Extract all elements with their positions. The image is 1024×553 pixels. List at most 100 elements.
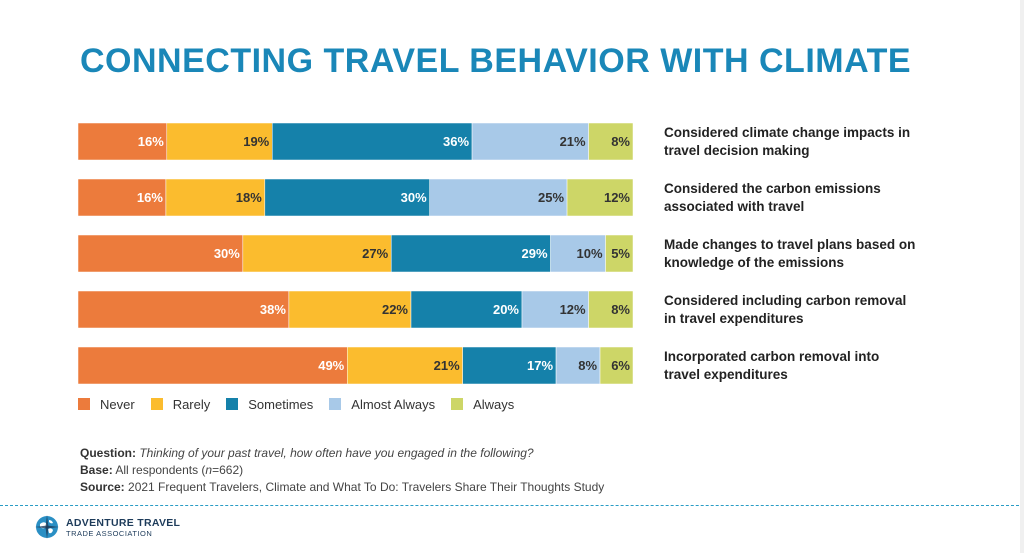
legend-swatch <box>78 398 90 410</box>
data-label: 8% <box>611 302 630 317</box>
bar-segment-sometimes <box>410 290 523 329</box>
category-label: Made changes to travel plans based on kno… <box>664 236 964 272</box>
legend-swatch <box>451 398 464 410</box>
data-label: 5% <box>611 246 630 261</box>
category-label: Considered the carbon emissions associate… <box>664 180 964 216</box>
source-label: Source: <box>80 480 125 494</box>
category-label-line: travel decision making <box>664 143 810 158</box>
category-label-line: Made changes to travel plans based on <box>664 237 916 252</box>
category-label-line: knowledge of the emissions <box>664 255 845 270</box>
legend-item: Always <box>451 397 514 412</box>
category-label: Considered climate change impacts in trav… <box>664 124 964 160</box>
category-label-line: Incorporated carbon removal into <box>664 349 880 364</box>
data-label: 38% <box>260 302 286 317</box>
data-label: 8% <box>611 134 630 149</box>
bar-segment-always <box>566 178 634 217</box>
category-label-line: associated with travel <box>664 199 805 214</box>
data-label: 8% <box>578 358 597 373</box>
bar-segment-rarely <box>165 178 266 217</box>
category-label-line: Considered including carbon removal <box>664 293 907 308</box>
data-label: 20% <box>493 302 519 317</box>
legend-item: Rarely <box>150 396 211 412</box>
legend-label: Always <box>473 396 515 412</box>
data-label: 30% <box>401 190 427 205</box>
page-edge <box>1020 0 1024 553</box>
bar-segment-sometimes <box>462 346 557 385</box>
category-label-line: Considered climate change impacts in <box>664 125 911 140</box>
legend-item: Almost Always <box>329 397 435 412</box>
bar-segment-always <box>599 346 634 385</box>
bar-segment-rarely <box>288 290 412 329</box>
question-label: Question: <box>80 446 136 460</box>
legend-swatch <box>150 398 163 410</box>
bar-segment-almost-always <box>429 178 568 217</box>
legend: Never Rarely Sometimes Almost Always Always <box>78 396 530 412</box>
bar-segment-never <box>77 346 348 385</box>
bar-segment-almost-always <box>550 234 606 273</box>
logo-subtitle: TRADE ASSOCIATION <box>66 528 153 538</box>
legend-item: Sometimes <box>226 397 313 412</box>
bar-segment-never <box>77 178 167 217</box>
base-n: n <box>205 463 213 477</box>
data-label: 12% <box>604 190 630 205</box>
bar-segment-rarely <box>166 122 273 161</box>
bar-segment-always <box>588 290 634 329</box>
logo-name: ADVENTURE TRAVEL <box>66 516 181 529</box>
data-label: 6% <box>611 358 630 373</box>
data-label: 21% <box>560 134 586 149</box>
data-label: 10% <box>576 246 602 261</box>
data-label: 49% <box>318 358 344 373</box>
base-note: Base: All respondents (n=662) <box>80 462 604 479</box>
data-label: 36% <box>443 134 469 149</box>
data-label: 21% <box>434 358 460 373</box>
bar-segment-rarely <box>347 346 463 385</box>
legend-label: Sometimes <box>248 396 314 412</box>
base-label: Base: <box>80 463 113 477</box>
bar-segment-rarely <box>242 234 392 273</box>
bar-segment-almost-always <box>555 346 601 385</box>
bar-segment-sometimes <box>390 234 551 273</box>
globe-compass-icon <box>35 515 59 539</box>
data-label: 22% <box>382 302 408 317</box>
data-label: 29% <box>522 246 548 261</box>
legend-item: Never <box>78 397 135 412</box>
dashed-divider <box>0 505 1024 506</box>
data-label: 19% <box>243 134 269 149</box>
data-label: 18% <box>236 190 262 205</box>
base-count: =662) <box>212 463 244 477</box>
source-note: Source: 2021 Frequent Travelers, Climate… <box>80 479 604 496</box>
bar-segment-sometimes <box>272 122 473 161</box>
base-text: All respondents ( <box>115 463 206 477</box>
category-label-line: Considered the carbon emissions <box>664 181 881 196</box>
legend-swatch <box>226 398 239 410</box>
data-label: 27% <box>362 246 388 261</box>
category-label: Considered including carbon removal in tr… <box>664 292 964 328</box>
data-label: 17% <box>527 358 553 373</box>
bar-segment-almost-always <box>521 290 589 329</box>
footnotes: Question: Thinking of your past travel, … <box>80 445 604 496</box>
atta-logo: ADVENTURE TRAVEL TRADE ASSOCIATION <box>34 514 180 540</box>
bar-segment-always <box>605 234 634 273</box>
data-label: 16% <box>137 190 163 205</box>
bar-segment-never <box>77 234 244 273</box>
bar-segment-always <box>588 122 634 161</box>
data-label: 16% <box>138 134 164 149</box>
bar-segment-never <box>77 290 290 329</box>
legend-label: Almost Always <box>351 396 436 412</box>
data-label: 30% <box>214 246 240 261</box>
stacked-bar-chart: 16% 19% 36% 21% 8% 16% 18% 30% 25% 12% 30% 27% 29% 10… <box>77 122 634 385</box>
chart-title: CONNECTING TRAVEL BEHAVIOR WITH CLIMATE <box>80 42 912 80</box>
question-text: Thinking of your past travel, how often … <box>139 446 534 460</box>
legend-label: Rarely <box>172 396 211 412</box>
legend-label: Never <box>100 396 135 412</box>
bar-segment-sometimes <box>264 178 430 217</box>
category-label-line: travel expenditures <box>664 367 788 382</box>
data-label: 25% <box>538 190 564 205</box>
category-label: Incorporated carbon removal into travel e… <box>664 348 964 384</box>
legend-swatch <box>329 398 342 410</box>
bar-segment-never <box>77 122 168 161</box>
category-label-line: in travel expenditures <box>664 311 804 326</box>
data-label: 12% <box>560 302 586 317</box>
source-text: 2021 Frequent Travelers, Climate and Wha… <box>128 480 605 494</box>
question-note: Question: Thinking of your past travel, … <box>80 445 604 462</box>
